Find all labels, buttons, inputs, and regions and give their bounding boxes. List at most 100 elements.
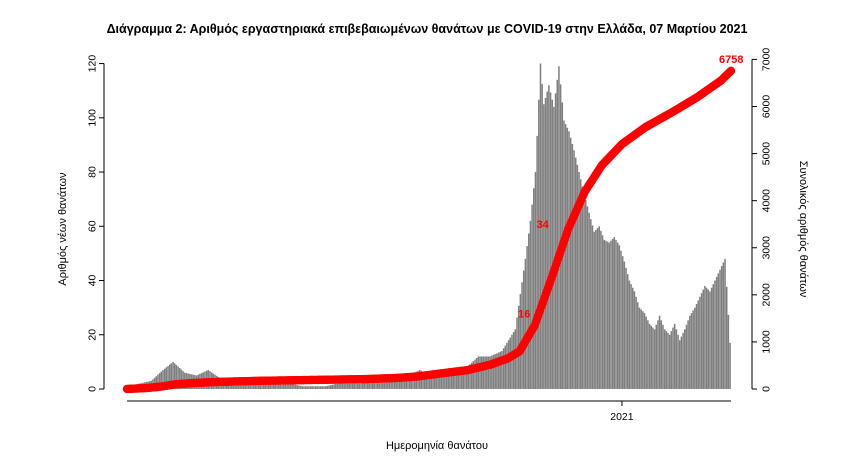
bar [707,289,710,389]
bar [479,356,481,389]
bar [586,206,589,389]
bar [308,386,310,389]
bar [620,250,622,389]
cumulative-series [122,66,736,394]
bar [568,131,570,390]
y-left-tick-label: 100 [87,109,99,127]
bar [403,376,406,389]
bar [370,381,372,389]
bar [373,380,376,389]
bar [343,383,345,389]
bar [618,245,621,389]
bar [286,383,288,389]
bar [487,356,490,389]
bar [425,373,428,389]
bar [697,300,699,389]
bars-series [127,63,731,390]
bar [321,386,324,389]
bar [430,375,433,389]
bar [573,150,575,389]
bar [717,273,720,389]
bar [710,287,713,389]
y-right-tick-label: 6000 [761,95,773,119]
bar [722,262,725,389]
bar [267,383,270,389]
y-right-tick-label: 1000 [761,330,773,354]
bar [678,340,681,389]
bar [284,383,287,389]
y-left-tick-label: 20 [87,329,99,341]
bar [323,386,325,389]
bar [177,366,179,389]
bar [680,336,683,389]
bar [484,356,486,389]
bar [521,282,523,389]
bar [482,356,485,389]
bar [368,381,371,389]
bar [465,367,468,389]
bar [673,323,676,389]
bar [511,334,513,389]
bar [603,239,605,389]
bar [397,380,399,389]
bar [596,228,599,389]
bar [529,220,532,389]
bar [252,383,255,389]
bar [313,386,315,389]
bar [262,383,265,389]
bar [457,367,460,389]
bar [527,233,530,389]
bar [180,369,183,389]
annotation-label: 6758 [719,54,743,66]
bar [326,385,329,389]
chart-title: Διάγραμμα 2: Αριθμός εργαστηριακά επιβεβ… [107,22,748,36]
bar [660,320,663,389]
bar [497,352,500,389]
bar [625,267,627,389]
x-tick-label: 2021 [610,411,634,423]
bar [170,363,173,389]
bar [712,284,715,389]
bar [454,367,456,389]
bar [410,373,413,389]
bar [724,258,726,389]
bar [569,137,572,389]
bar [633,291,636,389]
bar [491,355,493,389]
bar [435,374,438,389]
bar [709,291,711,389]
bar [168,364,171,389]
bar [350,383,352,389]
bar [328,385,330,389]
bar [538,99,540,389]
bar [345,383,347,389]
y-right-tick-label: 5000 [761,142,773,166]
bar [158,373,161,389]
y-axis-label-left: Αριθμός νέων θανάτων [57,172,69,286]
cumulative-point [726,66,736,76]
bar [667,332,669,389]
bar [611,238,614,389]
bar [467,365,470,389]
bar [690,313,693,389]
bar [533,188,535,389]
bar [175,364,178,389]
bar [439,373,441,389]
bar [157,374,159,389]
bar [165,367,168,389]
bar [318,386,320,389]
y-right-tick-label: 7000 [761,48,773,72]
bar [605,240,607,389]
bar [720,266,723,389]
bar [393,380,396,389]
bar [247,382,250,389]
y-axis-label-right: Συνολικός αριθμός θανάτων [797,161,809,298]
bar [541,83,543,390]
bar [606,241,609,389]
bar [291,383,293,389]
bar [434,374,436,389]
bar [407,375,409,389]
bar [492,354,495,389]
y-right-tick-label: 2000 [761,283,773,307]
bar [653,329,656,389]
